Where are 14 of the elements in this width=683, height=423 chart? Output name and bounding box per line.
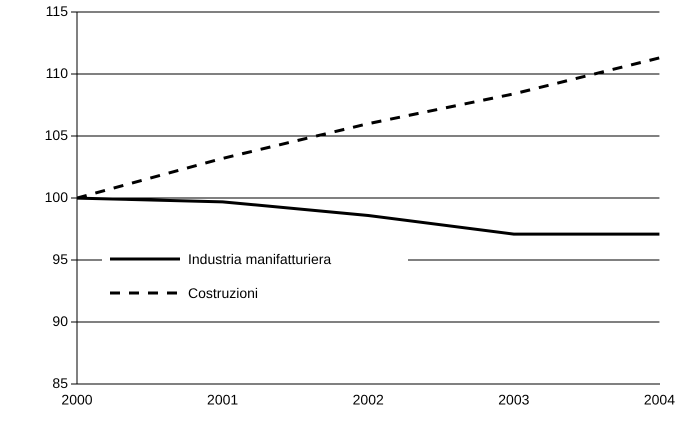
- y-tick-label: 100: [44, 188, 68, 205]
- x-tick-label: 2004: [644, 391, 676, 408]
- legend-label: Costruzioni: [188, 285, 258, 302]
- x-tick-label: 2001: [207, 391, 238, 408]
- x-tick-label: 2000: [61, 391, 93, 408]
- y-tick-label: 110: [46, 64, 68, 81]
- x-tick-label: 2003: [498, 391, 530, 408]
- y-tick-label: 95: [52, 250, 68, 267]
- y-tick-label: 85: [52, 375, 68, 392]
- x-tick-label: 2002: [352, 391, 384, 408]
- y-tick-label: 105: [44, 126, 68, 143]
- legend-label: Industria manifatturiera: [188, 251, 332, 268]
- y-tick-label: 90: [52, 313, 68, 330]
- y-tick-label: 115: [46, 2, 68, 19]
